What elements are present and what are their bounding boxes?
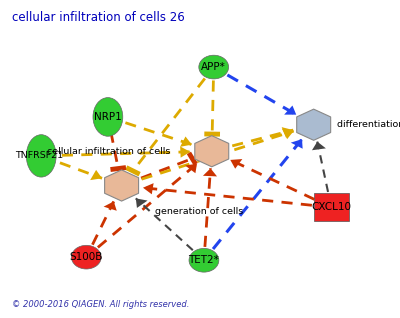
Polygon shape [282,127,293,138]
Polygon shape [312,142,326,150]
Ellipse shape [26,135,56,177]
Ellipse shape [93,98,123,136]
Polygon shape [230,159,242,169]
Text: CXCL10: CXCL10 [311,202,351,212]
Polygon shape [291,139,303,149]
Polygon shape [203,168,217,176]
Text: NRP1: NRP1 [94,112,122,122]
Text: APP*: APP* [201,62,226,72]
Circle shape [189,248,219,272]
Text: cellular infiltration of cells: cellular infiltration of cells [47,147,171,156]
Text: cellular infiltration of cells 26: cellular infiltration of cells 26 [12,11,184,24]
Text: TNFRSF21: TNFRSF21 [15,151,63,160]
Polygon shape [185,164,197,173]
Polygon shape [104,201,117,211]
Text: differentiation of phagocytes: differentiation of phagocytes [337,120,400,129]
Polygon shape [105,170,138,201]
Circle shape [199,55,229,79]
Polygon shape [282,129,294,139]
Bar [314,193,349,221]
Circle shape [72,245,101,269]
Polygon shape [284,106,296,115]
Polygon shape [297,109,331,140]
Polygon shape [195,135,229,167]
Polygon shape [180,147,190,158]
Polygon shape [143,183,154,194]
Polygon shape [136,198,148,208]
Text: © 2000-2016 QIAGEN. All rights reserved.: © 2000-2016 QIAGEN. All rights reserved. [12,300,189,308]
Text: generation of cells: generation of cells [155,207,243,217]
Polygon shape [90,170,102,180]
Polygon shape [180,136,192,147]
Text: TET2*: TET2* [188,255,219,265]
Text: S100B: S100B [70,252,103,262]
